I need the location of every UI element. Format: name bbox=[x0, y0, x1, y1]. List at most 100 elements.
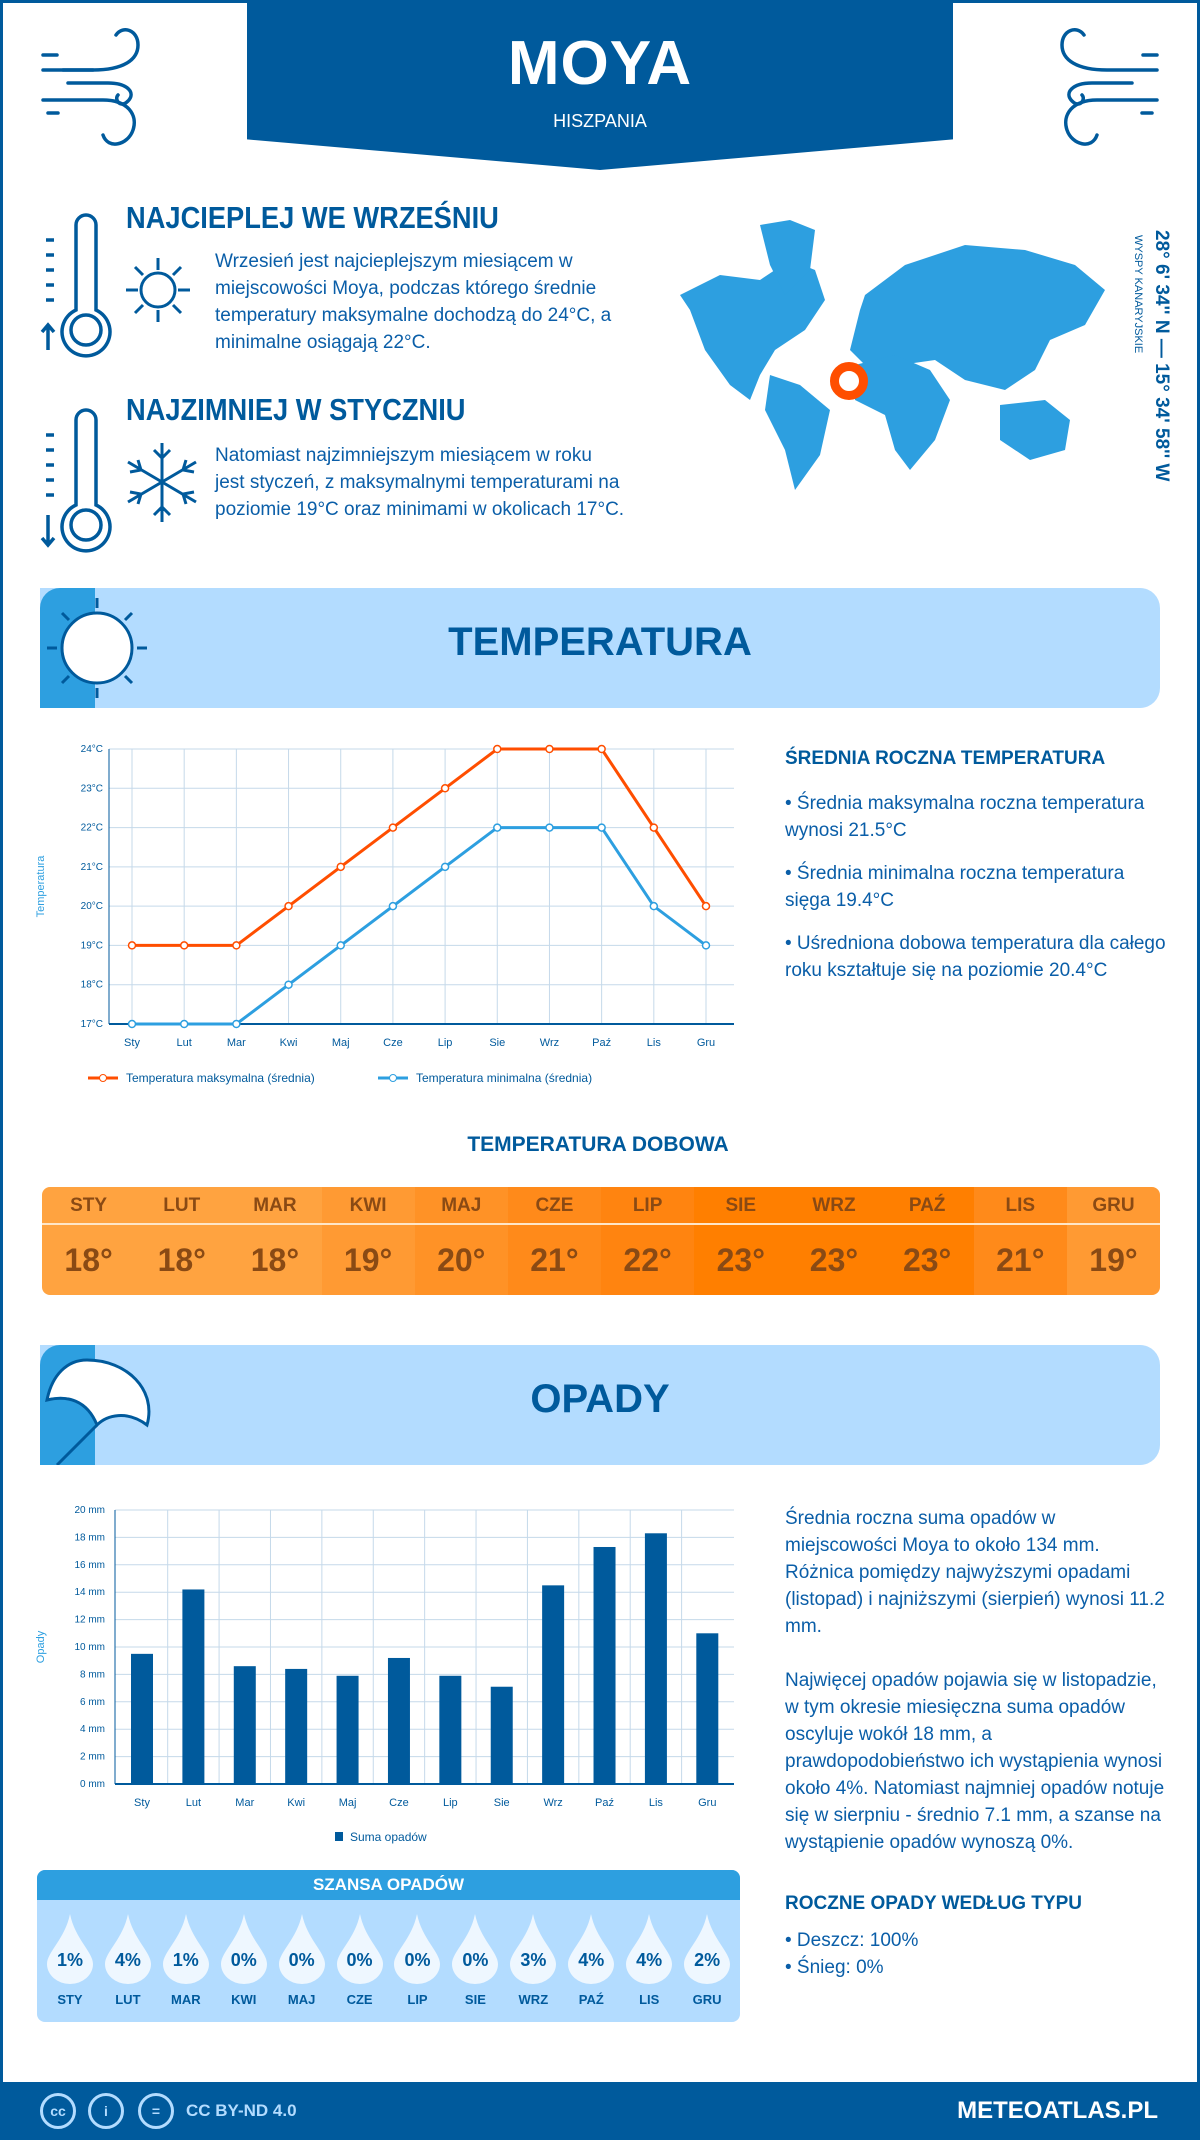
y-tick-label: 23°C bbox=[81, 783, 103, 794]
legend-label: Temperatura maksymalna (średnia) bbox=[126, 1071, 315, 1085]
daily-column: LIP 22° bbox=[601, 1187, 695, 1295]
precip-paragraph: Najwięcej opadów pojawia się w listopadz… bbox=[785, 1670, 1165, 1853]
drop-icon bbox=[684, 1914, 731, 1984]
chance-item: 0% MAJ bbox=[273, 1900, 331, 2007]
chance-item: 4% LUT bbox=[99, 1900, 157, 2007]
daily-temperature-table: STY 18° LUT 18° MAR 18° KWI 19° MAJ 20° CZE 21° LIP 2… bbox=[42, 1187, 1160, 1295]
daily-column: MAR 18° bbox=[228, 1187, 322, 1295]
x-tick-label: Maj bbox=[332, 1037, 350, 1049]
bar bbox=[644, 1533, 667, 1784]
temperature-title: TEMPERATURA bbox=[448, 620, 752, 664]
precipitation-chance-table: SZANSA OPADÓW 1% STY 4% LUT 1% MAR 0% KWI 0% MAJ 0… bbox=[37, 1870, 740, 2022]
thermometer-up-icon bbox=[40, 213, 112, 358]
data-point bbox=[388, 823, 398, 832]
x-tick-label: Sie bbox=[489, 1037, 505, 1049]
y-tick-label: 21°C bbox=[81, 862, 103, 873]
data-point bbox=[649, 901, 659, 911]
y-tick-label: 18 mm bbox=[74, 1532, 105, 1543]
chance-item: 0% LIP bbox=[389, 1900, 447, 2007]
summary-item: • Uśredniona dobowa temperatura dla całe… bbox=[785, 933, 1166, 981]
bar bbox=[233, 1666, 256, 1784]
chance-item: 0% CZE bbox=[331, 1900, 389, 2007]
x-tick-label: Maj bbox=[339, 1797, 357, 1809]
legend-swatch bbox=[335, 1832, 343, 1841]
summary-item: • Średnia minimalna roczna temperatura s… bbox=[785, 863, 1125, 911]
license-link[interactable]: CC BY-ND 4.0 bbox=[186, 2101, 297, 2120]
bar bbox=[336, 1675, 359, 1784]
x-tick-label: Kwi bbox=[280, 1037, 298, 1049]
data-point bbox=[127, 941, 137, 950]
data-point bbox=[701, 901, 711, 911]
x-tick-label: Wrz bbox=[543, 1797, 562, 1809]
chance-month: LIP bbox=[407, 1992, 428, 2007]
legend-label: Temperatura minimalna (średnia) bbox=[416, 1071, 592, 1085]
y-tick-label: 16 mm bbox=[74, 1560, 105, 1571]
daily-value: 22° bbox=[623, 1242, 672, 1278]
x-tick-label: Lut bbox=[186, 1797, 201, 1809]
x-tick-label: Lip bbox=[443, 1797, 458, 1809]
x-tick-label: Paź bbox=[595, 1797, 614, 1809]
chance-value: 3% bbox=[520, 1950, 547, 1970]
data-point bbox=[493, 744, 502, 754]
chance-value: 2% bbox=[694, 1950, 721, 1970]
daily-month: LIP bbox=[601, 1187, 695, 1225]
data-point bbox=[284, 980, 293, 989]
umbrella-rain-icon bbox=[45, 1358, 151, 1465]
chance-month: GRU bbox=[692, 1992, 722, 2007]
daily-value: 23° bbox=[902, 1242, 952, 1278]
daily-month: MAR bbox=[228, 1187, 322, 1225]
bar bbox=[285, 1668, 308, 1784]
series-line bbox=[132, 747, 708, 947]
bar bbox=[490, 1686, 513, 1784]
data-point bbox=[493, 823, 502, 832]
chance-value: 0% bbox=[288, 1950, 315, 1970]
site-link[interactable]: METEOATLAS.PL bbox=[957, 2097, 1158, 2124]
daily-value: 19° bbox=[1089, 1242, 1138, 1278]
y-axis-label: Temperatura bbox=[35, 855, 47, 918]
data-point bbox=[336, 941, 345, 950]
bar bbox=[182, 1589, 205, 1784]
cc-icon: cc bbox=[40, 2093, 76, 2129]
daily-value: 18° bbox=[64, 1242, 113, 1278]
daily-column: CZE 21° bbox=[507, 1187, 602, 1295]
legend-marker bbox=[389, 1074, 397, 1082]
bar bbox=[387, 1657, 410, 1784]
daily-value: 21° bbox=[996, 1242, 1045, 1278]
snowflake-icon bbox=[127, 443, 197, 522]
daily-month: KWI bbox=[321, 1187, 415, 1225]
drop-icon bbox=[626, 1914, 673, 1984]
bar bbox=[439, 1675, 462, 1784]
data-point bbox=[179, 1019, 189, 1029]
daily-value: 21° bbox=[530, 1242, 579, 1278]
drop-icon bbox=[104, 1914, 151, 1984]
precip-type-item: • Śnieg: 0% bbox=[785, 1957, 884, 1978]
chance-month: CZE bbox=[346, 1992, 373, 2007]
data-point bbox=[284, 901, 293, 911]
x-tick-label: Lip bbox=[438, 1037, 453, 1049]
chance-item: 1% MAR bbox=[157, 1900, 215, 2007]
nd-icon: = bbox=[138, 2093, 174, 2129]
daily-column: KWI 19° bbox=[321, 1187, 415, 1295]
coordinates: 28° 6' 34'' N — 15° 34' 58'' W bbox=[1151, 230, 1172, 482]
x-tick-label: Mar bbox=[227, 1037, 246, 1049]
page-title: MOYA bbox=[507, 29, 693, 98]
bar bbox=[131, 1653, 153, 1784]
daily-month: STY bbox=[42, 1187, 136, 1225]
y-tick-label: 8 mm bbox=[80, 1669, 105, 1680]
chance-month: PAŹ bbox=[578, 1992, 604, 2007]
x-tick-label: Lis bbox=[647, 1037, 662, 1049]
drop-icon bbox=[336, 1914, 383, 1984]
x-tick-label: Paź bbox=[592, 1037, 611, 1049]
coldest-text: Natomiast najzimniejszym miesiącem w rok… bbox=[215, 445, 625, 520]
x-tick-label: Lut bbox=[177, 1037, 192, 1049]
series-line bbox=[132, 826, 707, 1026]
x-tick-label: Cze bbox=[389, 1797, 409, 1809]
temperature-summary: ŚREDNIA ROCZNA TEMPERATURA • Średnia mak… bbox=[785, 745, 1170, 984]
temperature-chart: 17°C 18°C 19°C 20°C 21°C 22°C 23°C 24°C Sty Lut Ma… bbox=[35, 744, 734, 1085]
x-tick-label: Sie bbox=[494, 1797, 510, 1809]
y-tick-label: 22°C bbox=[81, 823, 103, 834]
drop-icon bbox=[568, 1914, 615, 1984]
data-point bbox=[127, 1019, 137, 1029]
x-tick-label: Mar bbox=[235, 1797, 254, 1809]
data-point bbox=[232, 1019, 241, 1029]
